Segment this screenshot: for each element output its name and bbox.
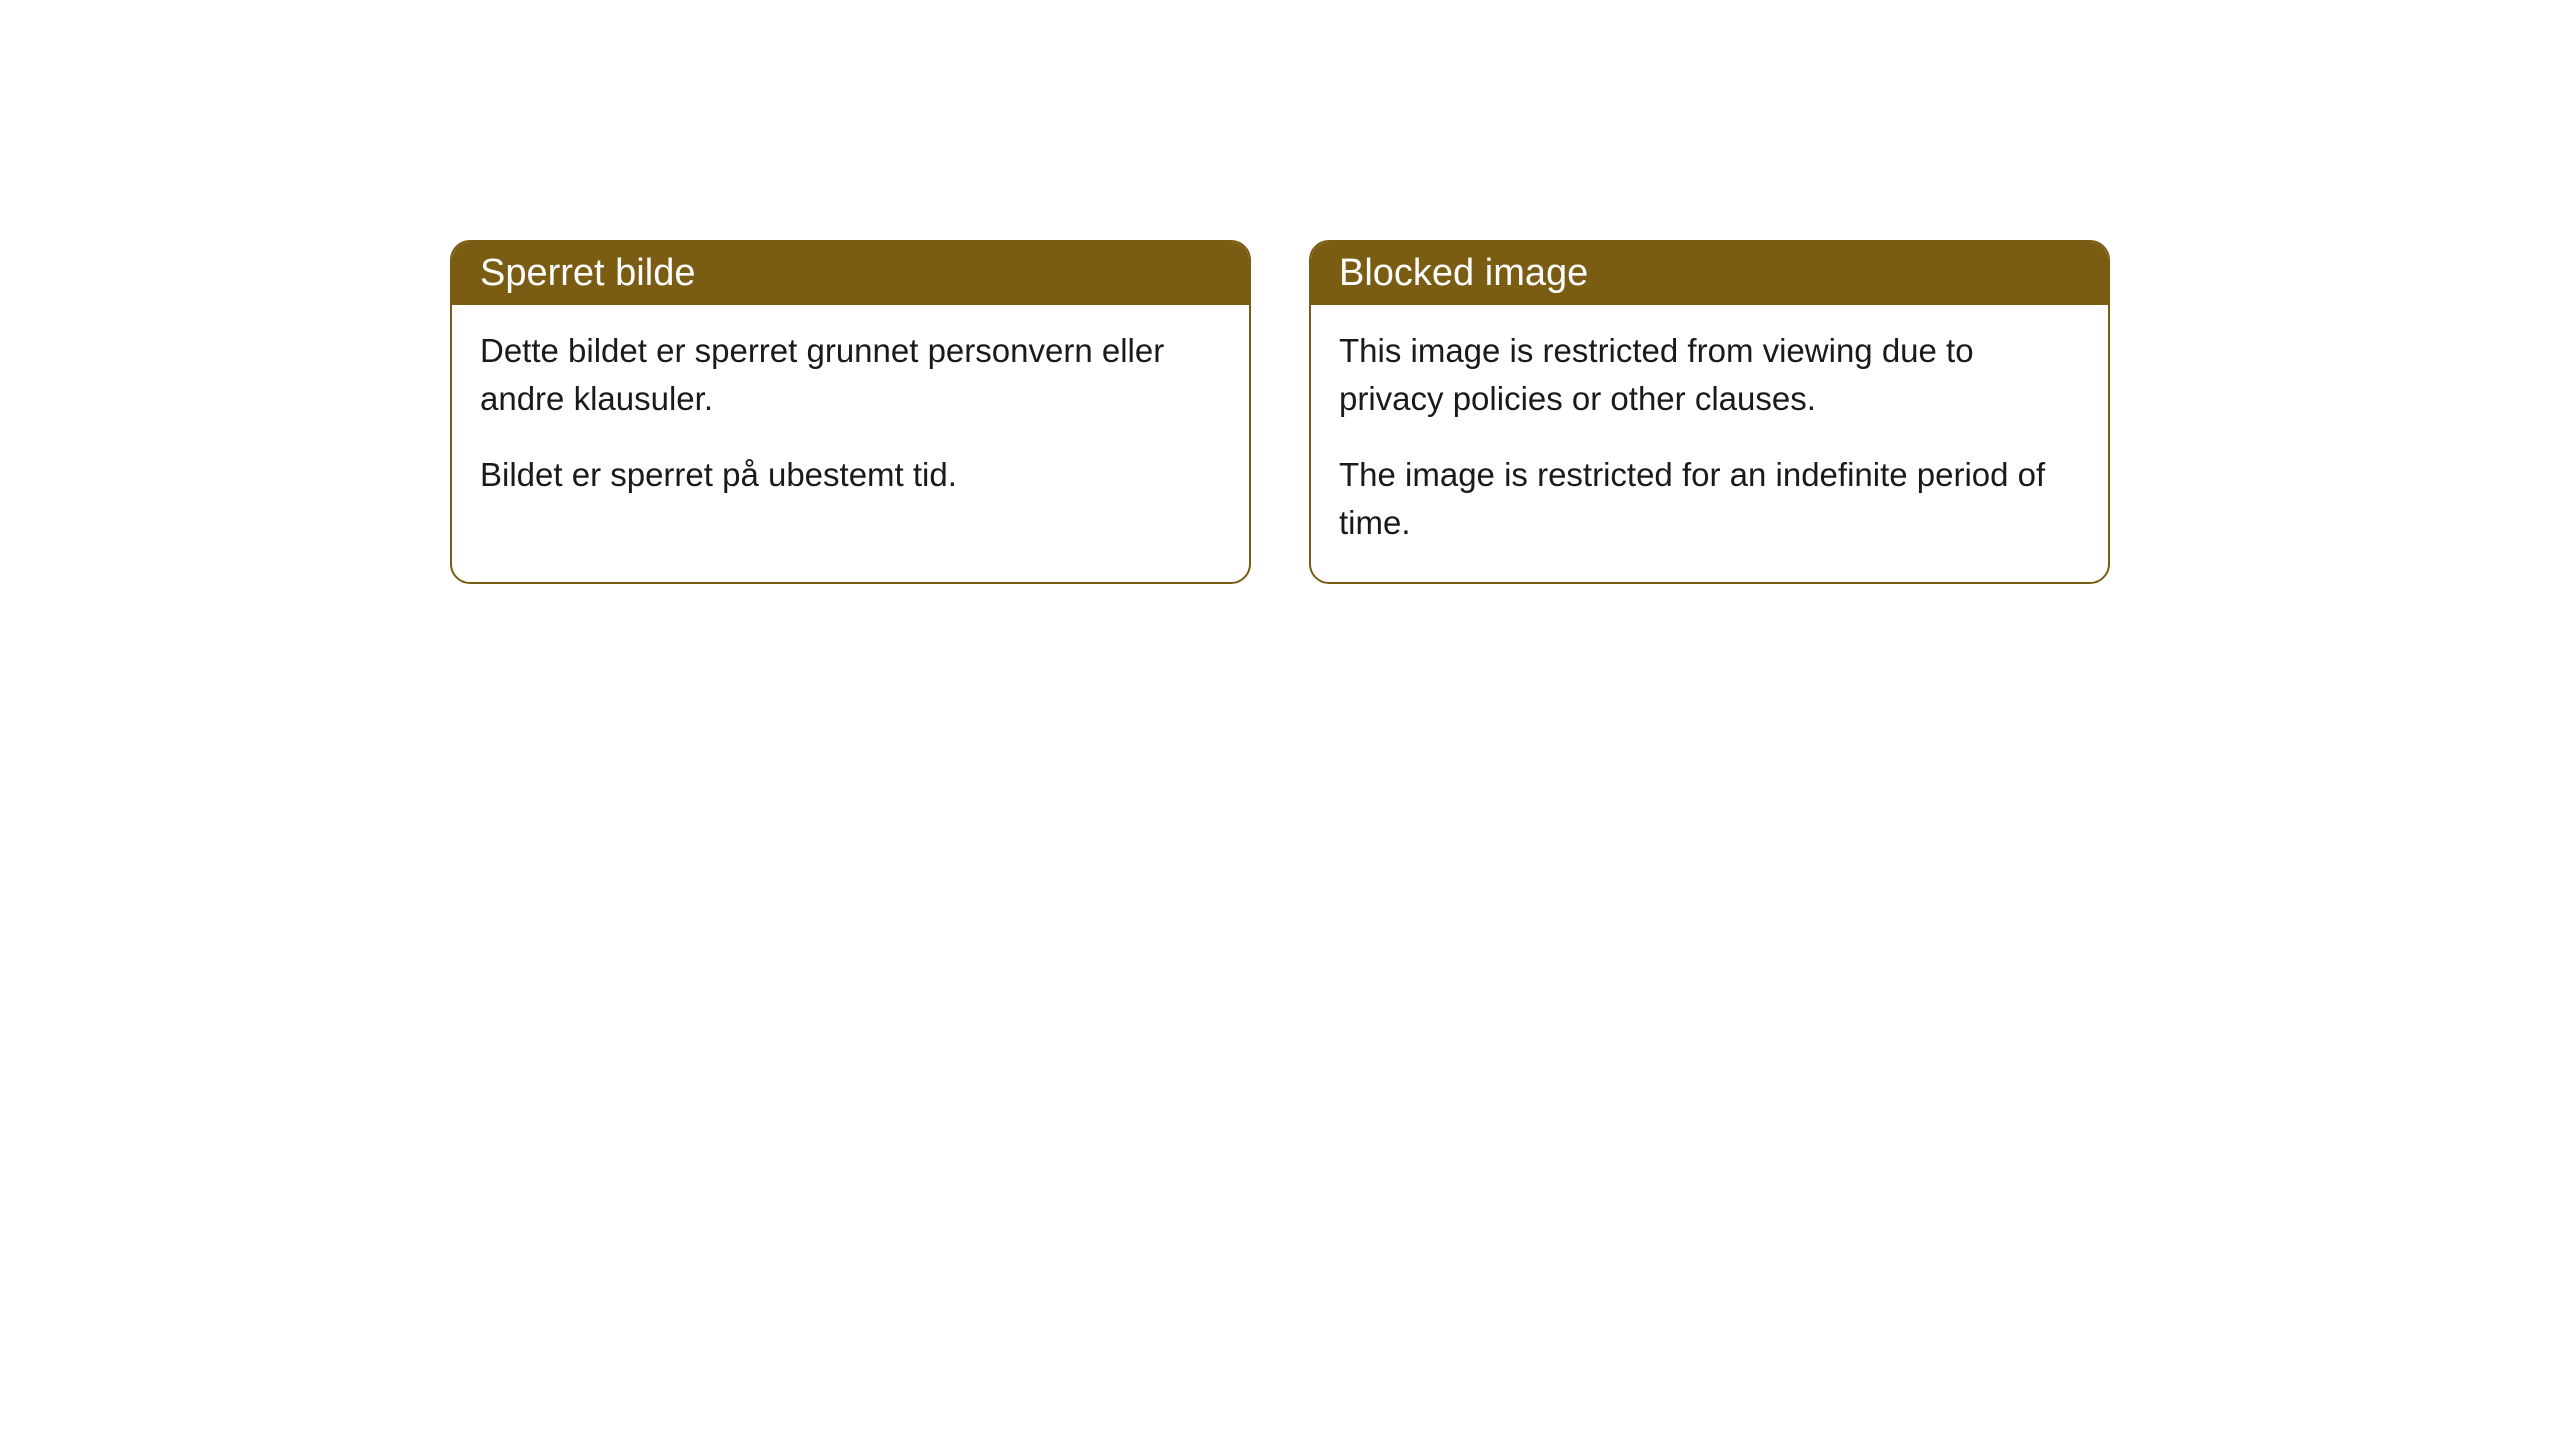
card-header-norwegian: Sperret bilde [452,242,1249,305]
card-body-norwegian: Dette bildet er sperret grunnet personve… [452,305,1249,535]
card-paragraph-norwegian-1: Dette bildet er sperret grunnet personve… [480,327,1221,423]
card-header-english: Blocked image [1311,242,2108,305]
card-body-english: This image is restricted from viewing du… [1311,305,2108,582]
notice-cards-container: Sperret bilde Dette bildet er sperret gr… [450,240,2110,584]
card-paragraph-english-2: The image is restricted for an indefinit… [1339,451,2080,547]
card-paragraph-english-1: This image is restricted from viewing du… [1339,327,2080,423]
notice-card-english: Blocked image This image is restricted f… [1309,240,2110,584]
card-paragraph-norwegian-2: Bildet er sperret på ubestemt tid. [480,451,1221,499]
card-title-english: Blocked image [1339,252,1588,294]
notice-card-norwegian: Sperret bilde Dette bildet er sperret gr… [450,240,1251,584]
card-title-norwegian: Sperret bilde [480,252,695,294]
